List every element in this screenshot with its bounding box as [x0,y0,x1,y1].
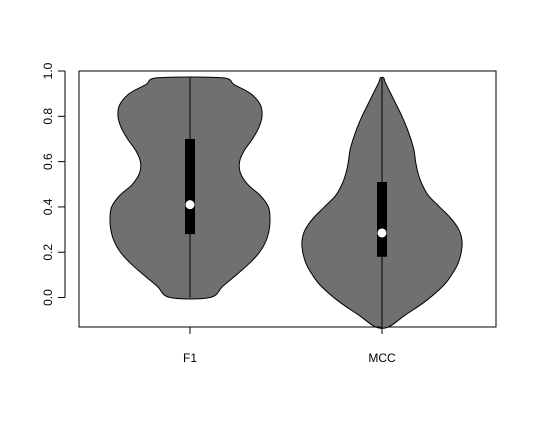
iqr-box [377,182,387,257]
y-tick-label: 1.0 [41,62,55,79]
y-tick-label: 0.4 [41,198,55,215]
iqr-box [185,138,195,235]
y-tick-label: 0.2 [41,244,55,261]
y-axis: 0.0 0.2 0.4 0.6 0.8 1.0 [41,62,66,306]
violins-layer [109,76,463,329]
median-point [377,228,387,238]
violin-mcc [301,76,463,329]
median-point [185,200,195,210]
x-tick-label-f1: F1 [183,351,197,365]
y-tick-label: 0.8 [41,108,55,125]
y-tick-label: 0.6 [41,153,55,170]
violin-f1 [109,76,271,300]
x-axis: F1 MCC [183,326,396,365]
y-tick-label: 0.0 [41,289,55,306]
x-tick-label-mcc: MCC [368,351,396,365]
